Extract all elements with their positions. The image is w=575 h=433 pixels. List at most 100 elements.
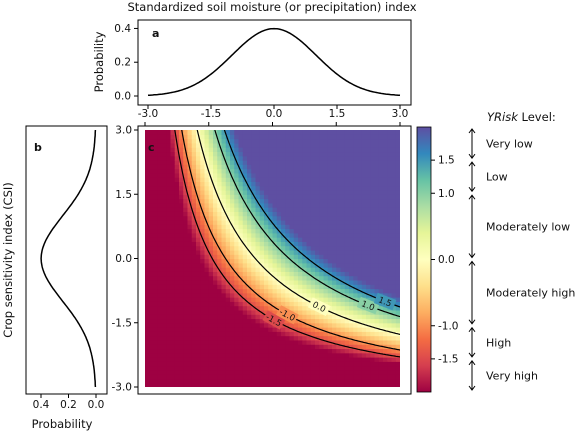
heatmap-cell (162, 241, 167, 247)
heatmap-cell (336, 365, 342, 371)
heatmap-cell (264, 382, 269, 387)
heatmap-cell (378, 151, 384, 157)
heatmap-cell (213, 185, 218, 191)
heatmap-cell (234, 198, 240, 204)
heatmap-cell (306, 301, 312, 307)
heatmap-cell (225, 241, 231, 247)
heatmap-cell (196, 382, 201, 387)
heatmap-cell (315, 181, 320, 187)
heatmap-cell (217, 374, 223, 380)
heatmap-cell (221, 224, 227, 230)
heatmap-cell (242, 322, 248, 328)
heatmap-cell (293, 198, 299, 204)
heatmap-cell (145, 232, 150, 238)
heatmap-cell (306, 279, 312, 285)
heatmap-cell (217, 279, 223, 285)
heatmap-cell (157, 181, 163, 187)
heatmap-cell (383, 130, 388, 135)
heatmap-cell (217, 194, 223, 200)
heatmap-cell (196, 207, 201, 212)
heatmap-cell (391, 147, 397, 153)
heatmap-cell (349, 207, 354, 212)
heatmap-cell (259, 318, 265, 324)
heatmap-cell (200, 378, 206, 384)
heatmap-cell (353, 177, 359, 182)
heatmap-cell (349, 134, 354, 140)
heatmap-cell (187, 159, 193, 165)
heatmap-cell (166, 147, 172, 153)
heatmap-cell (298, 348, 303, 354)
heatmap-cell (264, 271, 269, 277)
heatmap-cell (213, 301, 218, 307)
heatmap-cell (221, 284, 227, 290)
heatmap-cell (251, 159, 257, 165)
heatmap-cell (255, 232, 261, 238)
heatmap-cell (302, 309, 308, 315)
heatmap-cell (149, 331, 155, 337)
heatmap-cell (191, 159, 197, 165)
heatmap-cell (162, 309, 167, 315)
heatmap-cell (327, 168, 333, 174)
heatmap-cell (302, 378, 308, 384)
heatmap-cell (196, 314, 201, 320)
heatmap-cell (217, 339, 223, 345)
heatmap-cell (383, 172, 388, 178)
heatmap-cell (327, 361, 333, 367)
heatmap-cell (213, 378, 218, 384)
heatmap-cell (187, 258, 193, 264)
heatmap-cell (204, 189, 210, 195)
heatmap-cell (179, 181, 184, 187)
heatmap-cell (217, 249, 223, 255)
heatmap-cell (361, 194, 367, 200)
heatmap-cell (395, 318, 400, 324)
heatmap-cell (395, 237, 400, 242)
heatmap-cell (344, 288, 350, 294)
heatmap-cell (174, 151, 180, 157)
heatmap-cell (276, 369, 282, 375)
heatmap-cell (234, 189, 240, 195)
heatmap-cell (370, 194, 376, 200)
heatmap-cell (310, 219, 316, 225)
heatmap-cell (208, 378, 214, 384)
heatmap-cell (183, 211, 189, 217)
heatmap-cell (302, 335, 308, 341)
heatmap-cell (247, 288, 252, 294)
heatmap-cell (391, 267, 397, 272)
heatmap-cell (149, 237, 155, 242)
heatmap-cell (374, 138, 380, 144)
heatmap-cell (276, 241, 282, 247)
heatmap-cell (395, 202, 400, 208)
heatmap-cell (204, 344, 210, 350)
heatmap-cell (157, 301, 163, 307)
heatmap-cell (332, 241, 337, 247)
heatmap-cell (149, 138, 155, 144)
heatmap-cell (242, 159, 248, 165)
heatmap-cell (344, 202, 350, 208)
heatmap-cell (289, 237, 295, 242)
heatmap-cell (281, 241, 286, 247)
heatmap-cell (166, 232, 172, 238)
heatmap-cell (145, 151, 150, 157)
heatmap-cell (166, 344, 172, 350)
heatmap-cell (306, 194, 312, 200)
heatmap-cell (166, 130, 172, 135)
heatmap-cell (208, 164, 214, 170)
heatmap-cell (357, 142, 363, 148)
heatmap-cell (361, 288, 367, 294)
heatmap-cell (264, 292, 269, 298)
heatmap-cell (217, 348, 223, 354)
heatmap-cell (183, 202, 189, 208)
heatmap-cell (374, 172, 380, 178)
heatmap-cell (395, 151, 400, 157)
heatmap-cell (183, 151, 189, 157)
heatmap-cell (298, 228, 303, 234)
heatmap-cell (306, 344, 312, 350)
heatmap-cell (306, 177, 312, 182)
heatmap-cell (383, 288, 388, 294)
heatmap-cell (208, 322, 214, 328)
heatmap-cell (251, 378, 257, 384)
heatmap-cell (264, 194, 269, 200)
heatmap-cell (391, 202, 397, 208)
heatmap-cell (340, 207, 346, 212)
heatmap-cell (340, 327, 346, 332)
